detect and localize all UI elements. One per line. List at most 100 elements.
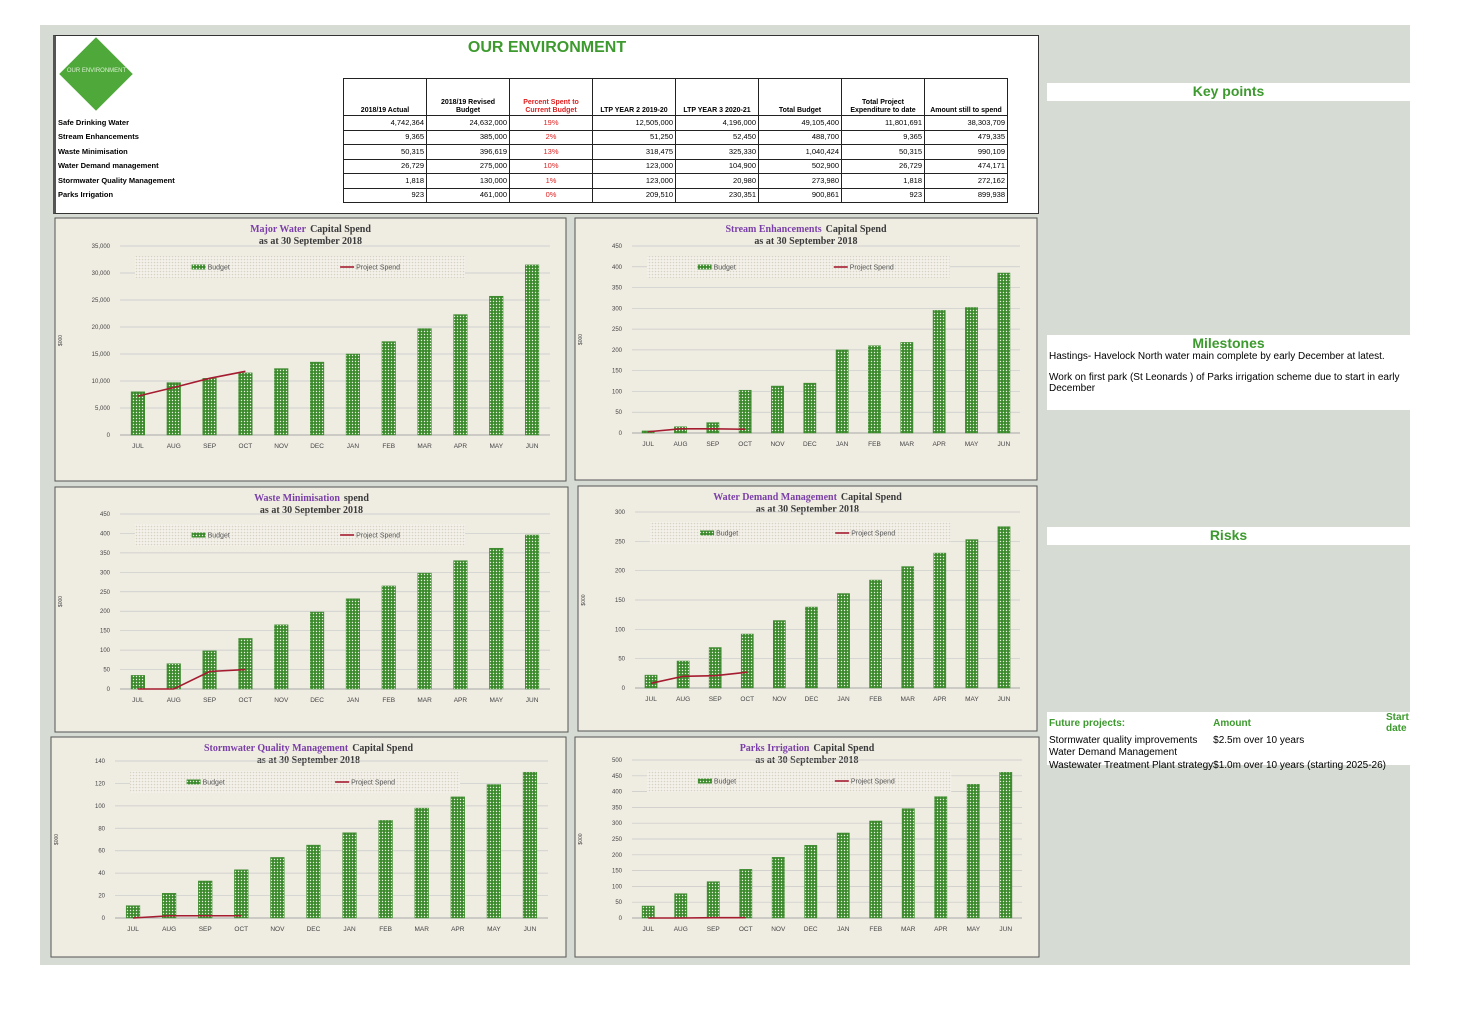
y-tick-label: 40 <box>98 871 105 877</box>
bar <box>310 361 325 436</box>
legend-box <box>130 771 460 793</box>
bar <box>453 560 468 690</box>
y-tick-label: 450 <box>612 774 623 780</box>
cell: 49,105,400 <box>758 115 842 131</box>
y-tick-label: 50 <box>615 900 622 906</box>
title-highlight: Stream Enhancements <box>725 224 821 235</box>
cell: 275,000 <box>426 158 510 174</box>
bar <box>414 807 429 919</box>
x-tick-label: AUG <box>676 696 690 703</box>
y-tick-label: 0 <box>102 916 106 922</box>
y-tick-label: 450 <box>612 244 623 250</box>
y-tick-label: 300 <box>612 821 623 827</box>
cell: 899,938 <box>924 187 1008 203</box>
chart-title: Water Demand Management Capital Spend <box>713 492 902 503</box>
x-tick-label: DEC <box>805 696 819 703</box>
bar <box>125 905 141 919</box>
x-tick-label: JUN <box>526 697 539 704</box>
x-tick-label: OCT <box>738 441 752 448</box>
bar <box>198 880 213 919</box>
x-tick-label: JUL <box>642 441 654 448</box>
x-tick-label: FEB <box>382 443 395 450</box>
y-tick-label: 10,000 <box>92 379 111 385</box>
bar <box>345 598 360 690</box>
bar <box>522 771 538 919</box>
bar <box>836 832 850 919</box>
legend-label: Project Spend <box>851 531 895 538</box>
x-tick-label: JAN <box>347 443 360 450</box>
cell: 325,330 <box>675 144 759 160</box>
bar <box>804 845 818 919</box>
row-label: Parks Irrigation <box>58 190 114 200</box>
bar <box>869 579 882 689</box>
bar <box>486 784 501 919</box>
legend-swatch <box>697 778 712 784</box>
title-highlight: Waste Minimisation <box>254 493 340 504</box>
y-tick-label: 35,000 <box>92 244 111 250</box>
cell: 1,040,424 <box>758 144 842 160</box>
milestones: Milestones Hastings- Havelock North water… <box>1047 335 1410 410</box>
row-label: Safe Drinking Water <box>58 117 129 127</box>
y-tick-label: 150 <box>615 598 626 604</box>
title-rest: Capital Spend <box>813 743 874 754</box>
y-tick-label: 400 <box>100 531 111 537</box>
x-tick-label: SEP <box>707 926 720 933</box>
legend-swatch <box>700 530 715 536</box>
legend-box <box>647 256 950 278</box>
cell: 130,000 <box>426 173 510 189</box>
x-tick-label: DEC <box>310 443 324 450</box>
y-tick-label: 100 <box>612 884 623 890</box>
legend-box <box>647 770 952 792</box>
x-tick-label: JUN <box>524 926 537 933</box>
row: Water Demand management 26,729 275,000 10% 1… <box>56 158 1008 174</box>
x-tick-label: MAR <box>900 441 915 448</box>
cell: 4,742,364 <box>343 115 427 131</box>
x-tick-label: OCT <box>739 926 753 933</box>
bar <box>202 650 217 690</box>
bar <box>837 593 850 689</box>
cell: 20,980 <box>675 173 759 189</box>
y-tick-label: 25,000 <box>92 298 111 304</box>
spend-line <box>132 914 242 919</box>
y-tick-label: 0 <box>619 916 623 922</box>
y-tick-label: 250 <box>100 590 111 596</box>
x-tick-label: JAN <box>343 926 356 933</box>
x-tick-label: NOV <box>771 926 786 933</box>
title-rest: spend <box>344 493 369 504</box>
x-tick-label: MAR <box>414 926 429 933</box>
title-rest: Capital Spend <box>310 224 371 235</box>
cell: 12,505,000 <box>592 115 676 131</box>
page-title: OUR ENVIRONMENT <box>467 39 627 56</box>
x-tick-label: MAR <box>417 697 432 704</box>
x-tick-label: FEB <box>382 697 395 704</box>
cell: Water Demand Management <box>1049 747 1178 759</box>
cell: 26,729 <box>343 158 427 174</box>
cell: 1,818 <box>343 173 427 189</box>
cell: 104,900 <box>675 158 759 174</box>
bar <box>489 295 504 436</box>
y-tick-label: 30,000 <box>92 271 111 277</box>
risks: Risks <box>1047 527 1410 545</box>
y-axis-label: $000 <box>578 833 584 844</box>
cell: 52,450 <box>675 129 759 145</box>
y-tick-label: 300 <box>612 306 623 312</box>
bar <box>644 674 658 689</box>
cell: 396,619 <box>426 144 510 160</box>
bar <box>166 663 181 690</box>
y-tick-label: 120 <box>95 781 106 787</box>
x-tick-label: NOV <box>274 443 289 450</box>
bar <box>901 808 915 919</box>
x-tick-label: NOV <box>274 697 289 704</box>
x-tick-label: JAN <box>837 696 850 703</box>
logo-text: OUR ENVIRONMENT <box>66 68 127 74</box>
y-tick-label: 150 <box>100 629 111 635</box>
y-axis-label: $000 <box>581 594 587 605</box>
cell: 923 <box>343 187 427 203</box>
x-tick-label: NOV <box>270 926 285 933</box>
x-tick-label: JUN <box>999 926 1012 933</box>
bar <box>381 585 396 690</box>
x-tick-label: MAY <box>966 926 980 933</box>
x-tick-label: DEC <box>803 441 817 448</box>
chart-title: Parks Irrigation Capital Spend <box>740 743 875 754</box>
